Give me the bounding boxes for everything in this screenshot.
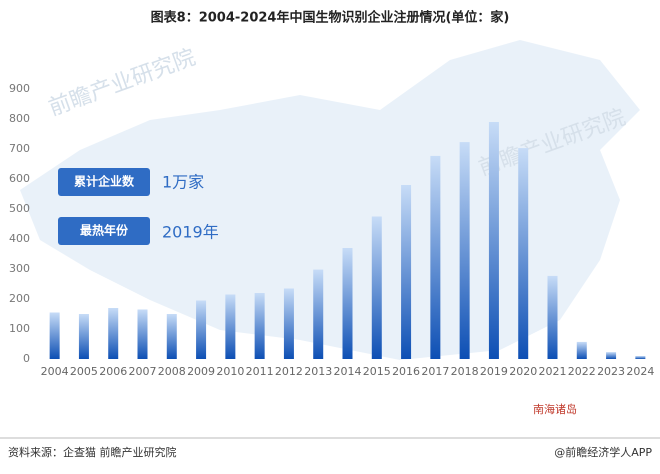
map-background <box>20 40 640 360</box>
x-tick-label: 2012 <box>275 365 303 378</box>
x-tick-label: 2018 <box>451 365 479 378</box>
x-tick-label: 2014 <box>334 365 362 378</box>
bar <box>635 356 646 359</box>
bar <box>459 142 470 359</box>
bar <box>225 294 236 359</box>
callout-label: 最热年份 <box>80 223 129 238</box>
x-tick-label: 2010 <box>216 365 244 378</box>
x-tick-label: 2004 <box>41 365 69 378</box>
callout-value: 1万家 <box>162 173 204 192</box>
bar <box>254 293 265 359</box>
y-tick-label: 100 <box>9 322 30 335</box>
bar <box>488 122 499 359</box>
bar <box>606 352 617 359</box>
bar <box>518 148 529 359</box>
x-tick-label: 2013 <box>304 365 332 378</box>
x-tick-label: 2007 <box>129 365 157 378</box>
credit: @前瞻经济学人APP <box>554 445 652 459</box>
bar <box>49 312 60 359</box>
callout-label: 累计企业数 <box>74 174 135 189</box>
bar <box>547 275 558 359</box>
bar <box>401 185 412 359</box>
bar <box>283 288 294 359</box>
y-tick-label: 300 <box>9 262 30 275</box>
x-tick-label: 2017 <box>421 365 449 378</box>
x-tick-label: 2015 <box>363 365 391 378</box>
x-tick-label: 2024 <box>626 365 654 378</box>
bar <box>108 308 119 359</box>
bar <box>342 248 353 359</box>
x-tick-label: 2006 <box>99 365 127 378</box>
x-tick-label: 2009 <box>187 365 215 378</box>
y-tick-label: 500 <box>9 202 30 215</box>
bar <box>430 155 441 359</box>
x-tick-label: 2005 <box>70 365 98 378</box>
watermark: 前瞻产业研究院 <box>46 45 199 121</box>
bar <box>313 269 324 359</box>
y-tick-label: 900 <box>9 82 30 95</box>
y-tick-label: 0 <box>23 352 30 365</box>
x-tick-label: 2019 <box>480 365 508 378</box>
y-tick-label: 600 <box>9 172 30 185</box>
x-tick-label: 2021 <box>539 365 567 378</box>
x-tick-label: 2023 <box>597 365 625 378</box>
y-tick-label: 700 <box>9 142 30 155</box>
map-note: 南海诸岛 <box>533 402 577 416</box>
bar <box>166 314 177 359</box>
callout-value: 2019年 <box>162 223 219 242</box>
callout-box <box>58 168 150 196</box>
x-tick-label: 2008 <box>158 365 186 378</box>
bar <box>576 341 587 359</box>
bar <box>371 216 382 359</box>
y-tick-label: 400 <box>9 232 30 245</box>
callout-box <box>58 217 150 245</box>
x-tick-label: 2011 <box>246 365 274 378</box>
title: 图表8：2004-2024年中国生物识别企业注册情况(单位：家) <box>151 10 510 26</box>
bar <box>137 309 148 359</box>
y-tick-label: 800 <box>9 112 30 125</box>
x-tick-label: 2022 <box>568 365 596 378</box>
bar <box>196 300 207 359</box>
source: 资料来源：企查猫 前瞻产业研究院 <box>8 445 177 459</box>
y-tick-label: 200 <box>9 292 30 305</box>
x-tick-label: 2020 <box>509 365 537 378</box>
bar <box>78 314 89 359</box>
x-tick-label: 2016 <box>392 365 420 378</box>
